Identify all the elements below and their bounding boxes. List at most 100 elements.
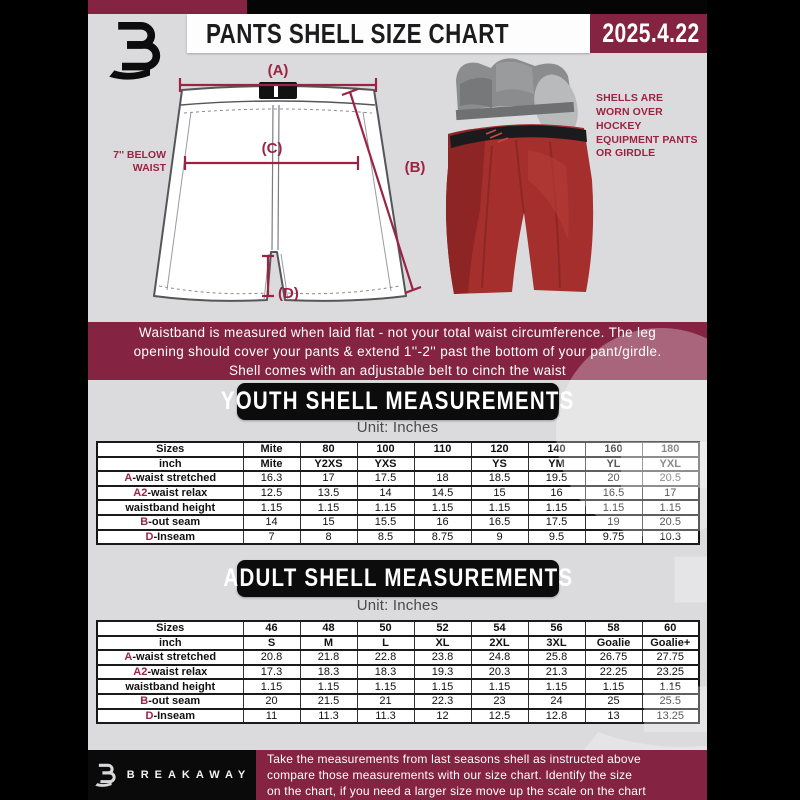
size-cell: 180 (641, 441, 700, 458)
youth-unit-label: Unit: Inches (356, 419, 439, 436)
youth-section-title: YOUTH SHELL MEASUREMENTS (221, 387, 575, 415)
size-cell: 19 (584, 513, 643, 531)
size-cell: 14.5 (413, 484, 472, 502)
size-cell: 60 (641, 620, 700, 637)
measure-line-b (341, 87, 422, 295)
size-cell: 140 (527, 441, 586, 458)
size-cell: 25.8 (527, 649, 586, 666)
title-bar: PANTS SHELL SIZE CHART (187, 14, 590, 53)
size-cell: Y2XS (299, 455, 358, 473)
size-cell: 13.25 (641, 707, 700, 725)
size-cell: 1.15 (527, 678, 586, 695)
row-label: Sizes (96, 441, 244, 458)
size-cell: 1.15 (413, 499, 472, 516)
size-cell: 13.5 (299, 484, 358, 502)
page-title: PANTS SHELL SIZE CHART (206, 17, 509, 49)
size-cell: 8.75 (413, 528, 472, 546)
size-cell: 10.3 (641, 528, 700, 546)
size-cell: 21 (356, 692, 415, 710)
size-cell: 1.15 (242, 499, 301, 516)
size-cell: YM (527, 455, 586, 473)
size-cell: 24 (527, 692, 586, 710)
size-cell: 48 (299, 620, 358, 637)
size-cell: 7 (242, 528, 301, 546)
row-label: A-waist stretched (96, 470, 244, 487)
size-cell: 54 (470, 620, 529, 637)
row-label: D-Inseam (96, 707, 244, 725)
size-cell: 16.5 (584, 484, 643, 502)
date-badge: 2025.4.22 (590, 14, 707, 53)
size-cell: 15 (299, 513, 358, 531)
size-cell: 16 (413, 513, 472, 531)
size-cell: 21.3 (527, 663, 586, 681)
footer-line: on the chart, if you need a larger size … (267, 784, 646, 799)
size-cell: 1.15 (527, 499, 586, 516)
row-label: waistband height (96, 678, 244, 695)
top-black-strip (247, 0, 707, 14)
waist-note-line2: WAIST (133, 162, 167, 174)
size-cell: 17 (641, 484, 700, 502)
size-cell: 1.15 (356, 499, 415, 516)
shorts-outline (153, 85, 407, 302)
size-cell: Mite (242, 455, 301, 473)
measure-line-a (178, 78, 378, 92)
size-cell: 9 (470, 528, 529, 546)
size-cell: 2XL (470, 634, 529, 652)
size-cell: YXS (356, 455, 415, 473)
size-cell: 18.3 (356, 663, 415, 681)
table-row: B-out seam 20 21.5 21 22.3 23 24 25 25.5 (96, 692, 700, 710)
size-cell: M (299, 634, 358, 652)
footer-brand-box: BREAKAWAY (88, 750, 256, 800)
row-label: inch (96, 455, 244, 473)
size-cell: 25 (584, 692, 643, 710)
size-cell: 27.75 (641, 649, 700, 666)
size-cell: YS (470, 455, 529, 473)
measure-line-d (262, 254, 274, 298)
measure-line-c (183, 156, 360, 170)
size-cell: 50 (356, 620, 415, 637)
size-cell: Goalie+ (641, 634, 700, 652)
date-text: 2025.4.22 (602, 18, 700, 48)
size-cell: 1.15 (470, 678, 529, 695)
size-cell: XL (413, 634, 472, 652)
size-cell: 16 (527, 484, 586, 502)
size-cell: 1.15 (299, 678, 358, 695)
adult-unit-label: Unit: Inches (356, 597, 439, 614)
footer-instructions: Take the measurements from last seasons … (256, 750, 707, 800)
row-label: A2-waist relax (96, 484, 244, 502)
size-cell: 12 (413, 707, 472, 725)
footer-line: Take the measurements from last seasons … (267, 751, 641, 766)
size-cell: Mite (242, 441, 301, 458)
waist-note-line1: 7'' BELOW (113, 149, 166, 161)
size-cell: 15 (470, 484, 529, 502)
size-cell: 3XL (527, 634, 586, 652)
row-label: waistband height (96, 499, 244, 516)
size-cell: 26.75 (584, 649, 643, 666)
top-accent-strip (88, 0, 247, 14)
size-cell: 80 (299, 441, 358, 458)
row-label: A2-waist relax (96, 663, 244, 681)
size-cell: 46 (242, 620, 301, 637)
size-cell: 17.5 (356, 470, 415, 487)
size-cell: 58 (584, 620, 643, 637)
size-cell: 52 (413, 620, 472, 637)
size-cell: 9.5 (527, 528, 586, 546)
size-cell: 23.8 (413, 649, 472, 666)
size-cell: 16.5 (470, 513, 529, 531)
row-label: Sizes (96, 620, 244, 637)
size-cell: 1.15 (242, 678, 301, 695)
adult-section-title: ADULT SHELL MEASUREMENTS (223, 564, 573, 592)
size-cell: 20.5 (641, 470, 700, 487)
size-cell: L (356, 634, 415, 652)
table-row: D-Inseam 11 11.3 11.3 12 12.5 12.8 13 13.25 (96, 707, 700, 725)
size-cell: 23 (470, 692, 529, 710)
size-cell: 13 (584, 707, 643, 725)
table-row: inch S M L XL 2XL 3XL Goalie Goalie+ (96, 634, 700, 652)
size-cell: YXL (641, 455, 700, 473)
size-cell: 23.25 (641, 663, 700, 681)
size-cell: 20.3 (470, 663, 529, 681)
row-label: A-waist stretched (96, 649, 244, 666)
size-cell: 120 (470, 441, 529, 458)
table-row: A2-waist relax 17.3 18.3 18.3 19.3 20.3 21.3 22… (96, 663, 700, 681)
size-cell: 18.3 (299, 663, 358, 681)
